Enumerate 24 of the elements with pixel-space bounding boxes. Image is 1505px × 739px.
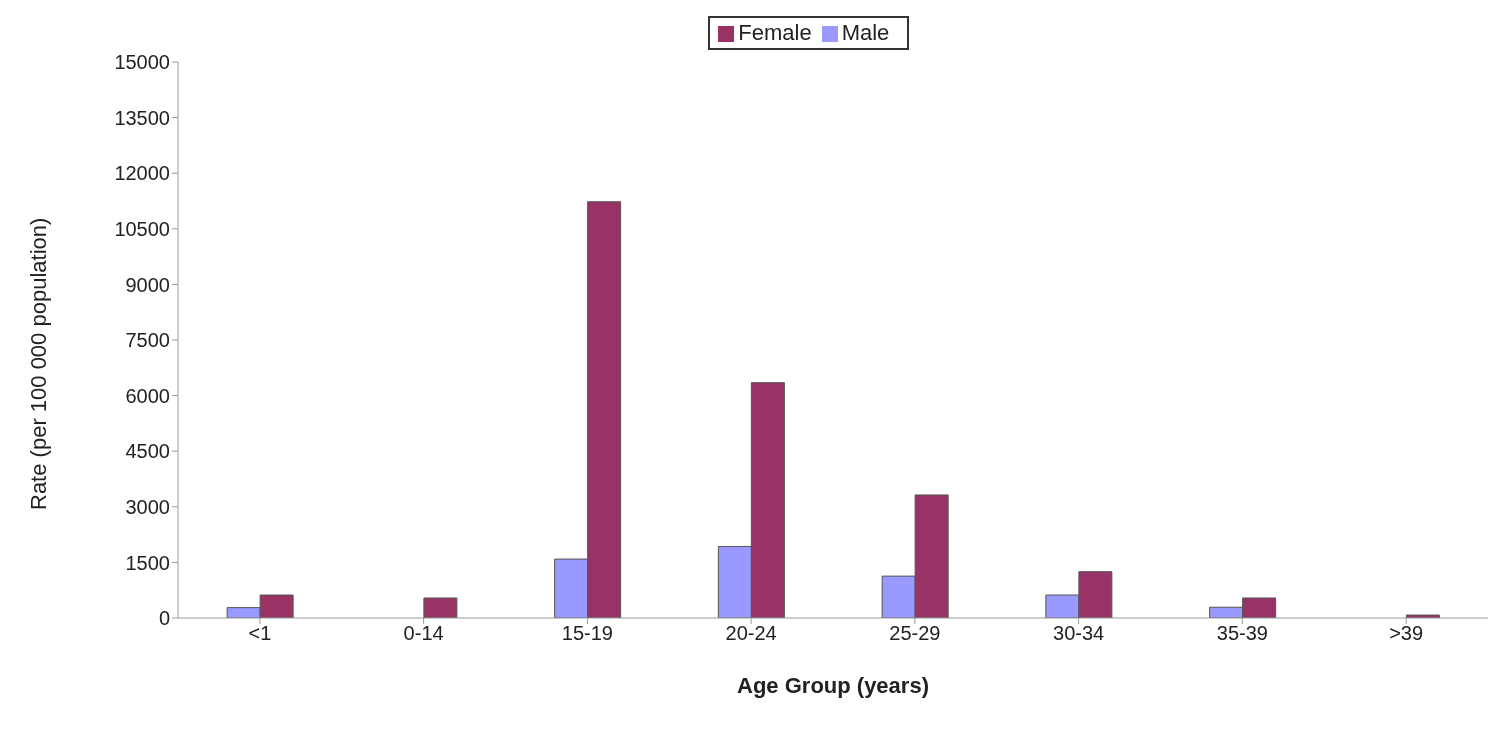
y-tick-label: 9000 [125,273,170,296]
y-tick-label: 7500 [125,329,170,352]
y-tick-label: 0 [158,607,170,630]
y-tick-label: 1500 [125,551,170,574]
bar [423,597,458,618]
x-tick-label: 20-24 [725,622,777,645]
x-tick-label: 25-29 [889,622,941,645]
x-tick-label: <1 [248,622,272,645]
y-tick-label: 3000 [125,495,170,518]
y-tick-label: 10500 [114,217,170,240]
x-tick-label: 30-34 [1053,622,1105,645]
y-tick-label: 6000 [125,384,170,407]
y-tick-label: 12000 [114,162,170,185]
x-axis-title: Age Group (years) [737,673,929,698]
y-tick-label: 15000 [114,51,170,74]
y-tick-label: 13500 [114,106,170,129]
legend-label: Male [841,20,890,45]
y-axis-title: Rate (per 100 000 population) [25,217,51,510]
x-tick-label: 15-19 [561,622,613,645]
x-tick-label: 35-39 [1216,622,1268,645]
y-tick-label: 4500 [125,440,170,463]
legend-label: Female [738,20,812,45]
x-tick-label: 0-14 [403,622,444,645]
x-tick-label: >39 [1389,622,1424,645]
